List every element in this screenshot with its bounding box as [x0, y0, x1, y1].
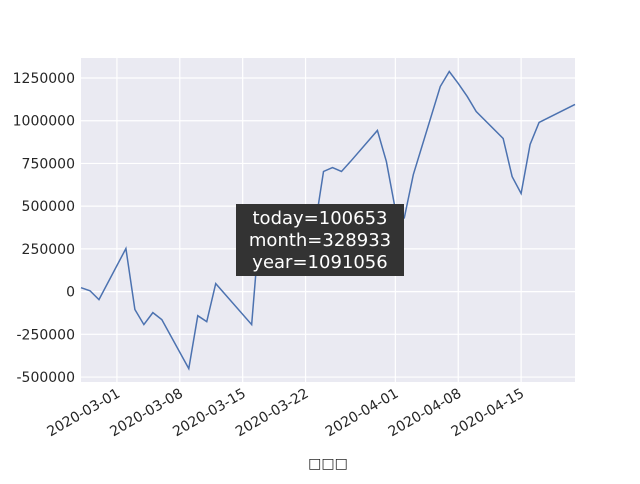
annotation-background: [236, 204, 404, 276]
y-tick-label: 250000: [22, 242, 75, 258]
y-tick-label: 1250000: [13, 71, 75, 87]
x-axis-label: □□□: [308, 456, 348, 472]
annotation-text: year=1091056: [252, 252, 387, 273]
y-tick-label: 0: [66, 285, 75, 301]
y-tick-label: -500000: [17, 370, 76, 386]
y-tick-label: 500000: [22, 199, 75, 215]
y-tick-label: 1000000: [13, 114, 75, 130]
y-tick-label: 750000: [22, 156, 75, 172]
data-line: [80, 70, 576, 371]
y-tick-label: -250000: [17, 327, 76, 343]
annotation-text: today=100653: [253, 208, 388, 229]
annotation-text: month=328933: [249, 230, 391, 251]
